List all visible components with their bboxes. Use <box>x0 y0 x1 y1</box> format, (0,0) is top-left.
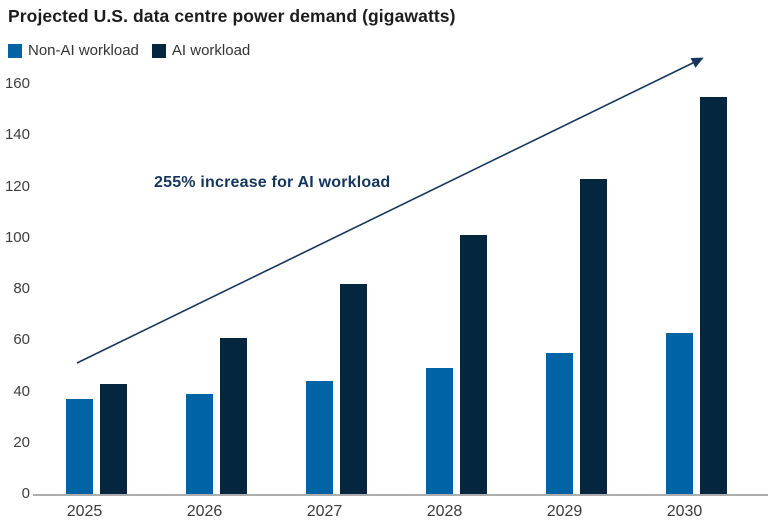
legend-label: AI workload <box>171 42 251 59</box>
x-axis-label-2029: 2029 <box>546 503 583 520</box>
legend: Non-AI workload AI workload <box>8 42 250 59</box>
bar-ai-workload-2028 <box>460 235 487 494</box>
x-axis-label-2028: 2028 <box>426 503 463 520</box>
x-axis-label-2025: 2025 <box>66 503 103 520</box>
annotation-text: 255% increase for AI workload <box>154 174 391 191</box>
y-tick-label: 0 <box>21 485 30 502</box>
bar-non-ai-workload-2028 <box>426 368 453 494</box>
bar-ai-workload-2025 <box>100 383 127 494</box>
legend-item-ai-workload: AI workload <box>151 42 251 59</box>
y-tick-label: 100 <box>4 228 30 246</box>
bar-ai-workload-2027 <box>340 283 367 494</box>
bar-non-ai-workload-2027 <box>306 381 333 494</box>
y-tick-label: 140 <box>4 126 30 144</box>
y-tick-label: 160 <box>4 75 30 92</box>
y-tick-label: 120 <box>4 177 30 195</box>
y-tick-label: 60 <box>13 331 30 349</box>
bar-non-ai-workload-2025 <box>66 399 93 494</box>
bar-non-ai-workload-2030 <box>666 332 693 494</box>
legend-swatch-non-ai-workload <box>8 43 22 58</box>
legend-swatch-ai-workload <box>151 43 166 58</box>
bar-non-ai-workload-2026 <box>186 394 213 494</box>
bar-ai-workload-2030 <box>700 96 727 494</box>
legend-label: Non-AI workload <box>28 42 139 59</box>
y-tick-label: 40 <box>13 382 30 400</box>
y-tick-label: 80 <box>13 280 30 297</box>
chart-title: Projected U.S. data centre power demand … <box>8 6 456 26</box>
x-axis-label-2030: 2030 <box>666 503 703 520</box>
bar-ai-workload-2029 <box>580 178 607 494</box>
x-axis-label-2027: 2027 <box>306 503 343 520</box>
x-axis-label-2026: 2026 <box>186 503 223 520</box>
bar-non-ai-workload-2029 <box>546 353 573 494</box>
legend-item-non-ai-workload: Non-AI workload <box>8 42 139 59</box>
x-axis-line <box>33 494 768 496</box>
bar-ai-workload-2026 <box>220 337 247 494</box>
y-tick-label: 20 <box>13 433 30 451</box>
